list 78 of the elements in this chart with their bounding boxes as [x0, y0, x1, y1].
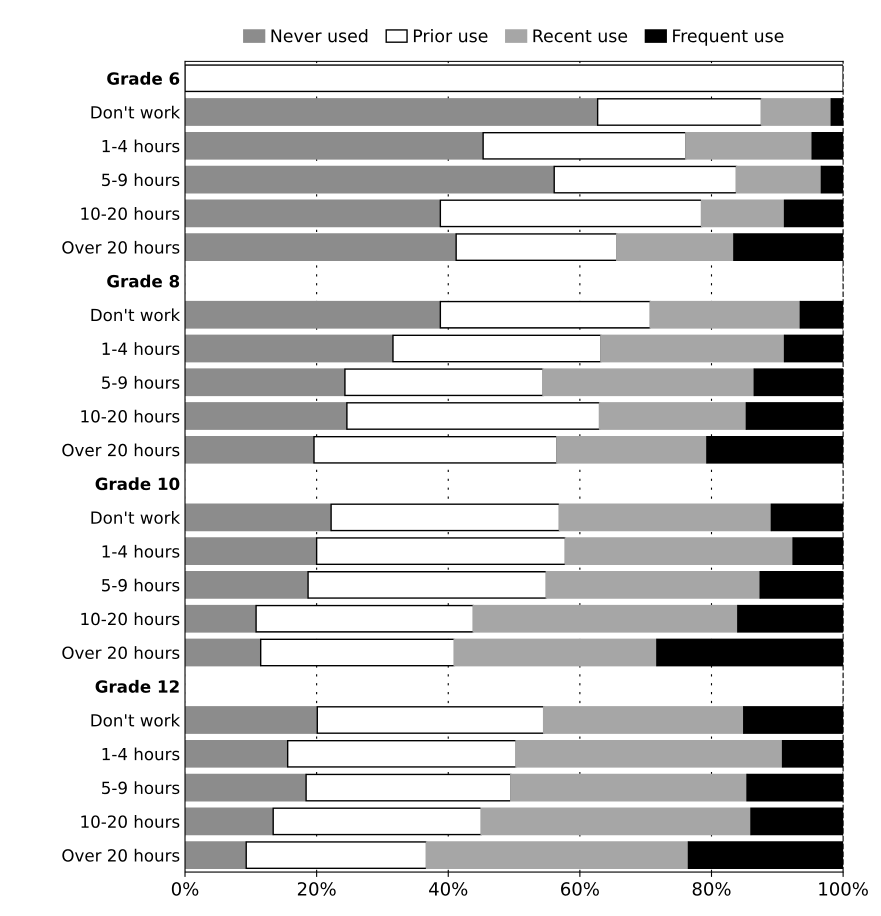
y-tick-label: 5-9 hours: [102, 173, 180, 186]
bar: [760, 98, 832, 126]
x-tick-label: 80%: [692, 882, 731, 896]
x-tick-label: 100%: [819, 882, 868, 896]
y-tick-label: Don't work: [91, 714, 180, 727]
bar: [185, 436, 315, 464]
bar: [316, 537, 566, 566]
bar: [600, 334, 786, 362]
bar: [510, 774, 748, 802]
bar: [185, 402, 348, 430]
bar: [185, 368, 346, 396]
bar: [556, 436, 708, 464]
bar: [185, 638, 262, 666]
y-tick-label: 1-4 hours: [102, 544, 180, 558]
bar: [736, 166, 822, 194]
bar: [472, 604, 739, 633]
y-tick-label: 5-9 hours: [102, 376, 180, 389]
y-tick-label: Over 20 hours: [62, 443, 180, 456]
bar: [185, 233, 457, 262]
bar: [344, 368, 544, 396]
y-tick-label: Grade 6: [107, 72, 180, 85]
bar: [185, 334, 394, 362]
bar: [542, 706, 744, 734]
y-tick-label: Grade 8: [107, 274, 180, 288]
y-tick-label: Grade 12: [96, 680, 179, 693]
y-tick-label: Grade 10: [96, 477, 180, 490]
y-tick-label: Over 20 hours: [62, 848, 180, 862]
y-tick-label: Don't work: [91, 106, 180, 119]
bar: [185, 841, 247, 870]
bar: [480, 808, 752, 836]
bar: [453, 638, 658, 666]
y-tick-label: 1-4 hours: [102, 342, 180, 356]
bar: [185, 200, 442, 228]
bar: [685, 132, 813, 160]
legend-label: Recent use: [533, 29, 628, 42]
bar: [616, 233, 735, 262]
bar: [185, 740, 288, 768]
y-tick-label: 10-20 hours: [81, 612, 180, 626]
y-tick-label: 1-4 hours: [102, 747, 180, 760]
bar: [185, 537, 318, 566]
bar: [542, 368, 755, 396]
y-tick-label: 10-20 hours: [81, 410, 180, 423]
bar: [598, 402, 748, 430]
bar: [546, 571, 761, 599]
bar: [185, 571, 309, 599]
bar: [185, 706, 318, 734]
bar: [316, 706, 544, 734]
y-tick-label: Don't work: [91, 308, 180, 322]
bar: [515, 740, 784, 768]
y-tick-label: Over 20 hours: [62, 646, 180, 660]
x-tick-label: 40%: [429, 882, 468, 896]
bar: [185, 98, 598, 126]
bar: [700, 200, 786, 228]
bar: [440, 200, 702, 228]
bar: [650, 300, 802, 329]
bar: [185, 166, 555, 194]
y-tick-label: 5-9 hours: [102, 578, 180, 592]
bar: [564, 537, 794, 566]
y-tick-label: Over 20 hours: [62, 240, 180, 254]
bar: [185, 504, 332, 532]
bar: [185, 300, 442, 329]
x-tick-label: 60%: [561, 882, 599, 896]
y-tick-label: 1-4 hours: [102, 139, 180, 152]
bar: [185, 132, 484, 160]
bar: [426, 841, 690, 870]
legend-label: Frequent use: [673, 29, 784, 46]
y-tick-label: 10-20 hours: [81, 207, 180, 220]
y-tick-label: 5-9 hours: [102, 781, 180, 794]
y-tick-label: Don't work: [91, 511, 180, 524]
legend-label: Prior use: [414, 28, 488, 42]
x-tick-label: 0%: [172, 882, 198, 896]
y-tick-label: 10-20 hours: [81, 815, 180, 828]
x-tick-label: 20%: [298, 882, 336, 896]
bar: [185, 604, 257, 633]
bar: [185, 808, 274, 836]
legend-label: Never used: [272, 28, 368, 42]
bar: [558, 504, 772, 532]
bar: [185, 774, 307, 802]
